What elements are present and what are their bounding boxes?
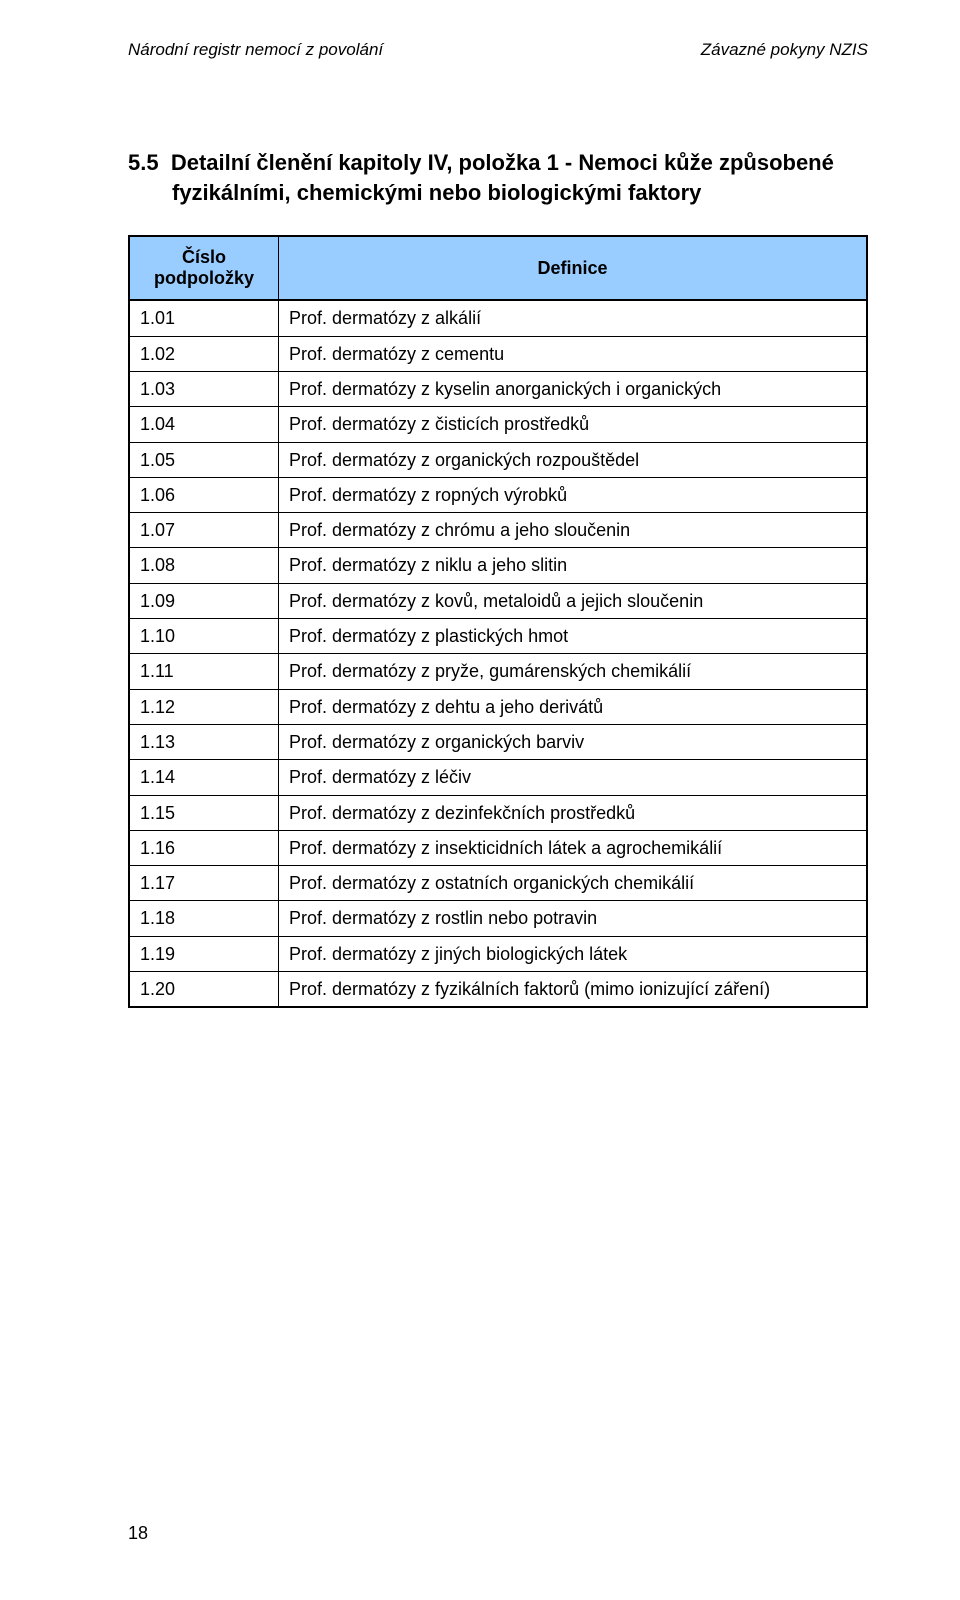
cell-definition: Prof. dermatózy z dehtu a jeho derivátů bbox=[279, 689, 868, 724]
cell-definition: Prof. dermatózy z insekticidních látek a… bbox=[279, 830, 868, 865]
col-header-number: Číslo podpoložky bbox=[129, 236, 279, 300]
cell-number: 1.02 bbox=[129, 336, 279, 371]
running-header: Národní registr nemocí z povolání Závazn… bbox=[128, 40, 868, 60]
cell-definition: Prof. dermatózy z organických rozpouštěd… bbox=[279, 442, 868, 477]
cell-definition: Prof. dermatózy z fyzikálních faktorů (m… bbox=[279, 972, 868, 1008]
cell-definition: Prof. dermatózy z alkálií bbox=[279, 300, 868, 336]
table-row: 1.03Prof. dermatózy z kyselin anorganick… bbox=[129, 371, 867, 406]
page-number: 18 bbox=[128, 1523, 148, 1544]
table-row: 1.15Prof. dermatózy z dezinfekčních pros… bbox=[129, 795, 867, 830]
cell-definition: Prof. dermatózy z kyselin anorganických … bbox=[279, 371, 868, 406]
document-page: Národní registr nemocí z povolání Závazn… bbox=[0, 0, 960, 1600]
table-row: 1.01Prof. dermatózy z alkálií bbox=[129, 300, 867, 336]
cell-number: 1.15 bbox=[129, 795, 279, 830]
table-row: 1.05Prof. dermatózy z organických rozpou… bbox=[129, 442, 867, 477]
cell-number: 1.18 bbox=[129, 901, 279, 936]
cell-number: 1.04 bbox=[129, 407, 279, 442]
cell-number: 1.05 bbox=[129, 442, 279, 477]
table-row: 1.16Prof. dermatózy z insekticidních lát… bbox=[129, 830, 867, 865]
cell-definition: Prof. dermatózy z jiných biologických lá… bbox=[279, 936, 868, 971]
cell-number: 1.06 bbox=[129, 477, 279, 512]
cell-number: 1.17 bbox=[129, 866, 279, 901]
table-row: 1.19Prof. dermatózy z jiných biologickýc… bbox=[129, 936, 867, 971]
cell-number: 1.01 bbox=[129, 300, 279, 336]
cell-number: 1.16 bbox=[129, 830, 279, 865]
cell-definition: Prof. dermatózy z ostatních organických … bbox=[279, 866, 868, 901]
table-row: 1.17Prof. dermatózy z ostatních organick… bbox=[129, 866, 867, 901]
table-row: 1.20Prof. dermatózy z fyzikálních faktor… bbox=[129, 972, 867, 1008]
cell-definition: Prof. dermatózy z niklu a jeho slitin bbox=[279, 548, 868, 583]
table-header-row: Číslo podpoložky Definice bbox=[129, 236, 867, 300]
table-row: 1.02Prof. dermatózy z cementu bbox=[129, 336, 867, 371]
cell-definition: Prof. dermatózy z léčiv bbox=[279, 760, 868, 795]
cell-definition: Prof. dermatózy z chrómu a jeho sloučeni… bbox=[279, 513, 868, 548]
cell-number: 1.03 bbox=[129, 371, 279, 406]
table-row: 1.06Prof. dermatózy z ropných výrobků bbox=[129, 477, 867, 512]
col-header-definition: Definice bbox=[279, 236, 868, 300]
cell-definition: Prof. dermatózy z plastických hmot bbox=[279, 619, 868, 654]
table-row: 1.14Prof. dermatózy z léčiv bbox=[129, 760, 867, 795]
cell-number: 1.14 bbox=[129, 760, 279, 795]
cell-number: 1.12 bbox=[129, 689, 279, 724]
table-body: 1.01Prof. dermatózy z alkálií 1.02Prof. … bbox=[129, 300, 867, 1007]
section-number: 5.5 bbox=[128, 150, 159, 175]
table-row: 1.10Prof. dermatózy z plastických hmot bbox=[129, 619, 867, 654]
cell-definition: Prof. dermatózy z ropných výrobků bbox=[279, 477, 868, 512]
cell-definition: Prof. dermatózy z pryže, gumárenských ch… bbox=[279, 654, 868, 689]
cell-number: 1.20 bbox=[129, 972, 279, 1008]
table-row: 1.12Prof. dermatózy z dehtu a jeho deriv… bbox=[129, 689, 867, 724]
section-title: 5.5 Detailní členění kapitoly IV, položk… bbox=[172, 148, 868, 207]
header-right: Závazné pokyny NZIS bbox=[701, 40, 868, 60]
table-row: 1.04Prof. dermatózy z čisticích prostřed… bbox=[129, 407, 867, 442]
cell-number: 1.09 bbox=[129, 583, 279, 618]
cell-definition: Prof. dermatózy z kovů, metaloidů a jeji… bbox=[279, 583, 868, 618]
table-row: 1.13Prof. dermatózy z organických barviv bbox=[129, 724, 867, 759]
table-row: 1.18Prof. dermatózy z rostlin nebo potra… bbox=[129, 901, 867, 936]
cell-definition: Prof. dermatózy z čisticích prostředků bbox=[279, 407, 868, 442]
table-row: 1.09Prof. dermatózy z kovů, metaloidů a … bbox=[129, 583, 867, 618]
cell-number: 1.13 bbox=[129, 724, 279, 759]
cell-number: 1.11 bbox=[129, 654, 279, 689]
section-title-text: Detailní členění kapitoly IV, položka 1 … bbox=[171, 150, 834, 205]
cell-definition: Prof. dermatózy z cementu bbox=[279, 336, 868, 371]
definitions-table: Číslo podpoložky Definice 1.01Prof. derm… bbox=[128, 235, 868, 1008]
table-row: 1.07Prof. dermatózy z chrómu a jeho slou… bbox=[129, 513, 867, 548]
cell-definition: Prof. dermatózy z organických barviv bbox=[279, 724, 868, 759]
cell-number: 1.19 bbox=[129, 936, 279, 971]
cell-definition: Prof. dermatózy z rostlin nebo potravin bbox=[279, 901, 868, 936]
cell-number: 1.10 bbox=[129, 619, 279, 654]
cell-number: 1.08 bbox=[129, 548, 279, 583]
cell-number: 1.07 bbox=[129, 513, 279, 548]
header-left: Národní registr nemocí z povolání bbox=[128, 40, 383, 60]
table-row: 1.11Prof. dermatózy z pryže, gumárenskýc… bbox=[129, 654, 867, 689]
cell-definition: Prof. dermatózy z dezinfekčních prostřed… bbox=[279, 795, 868, 830]
table-row: 1.08Prof. dermatózy z niklu a jeho sliti… bbox=[129, 548, 867, 583]
